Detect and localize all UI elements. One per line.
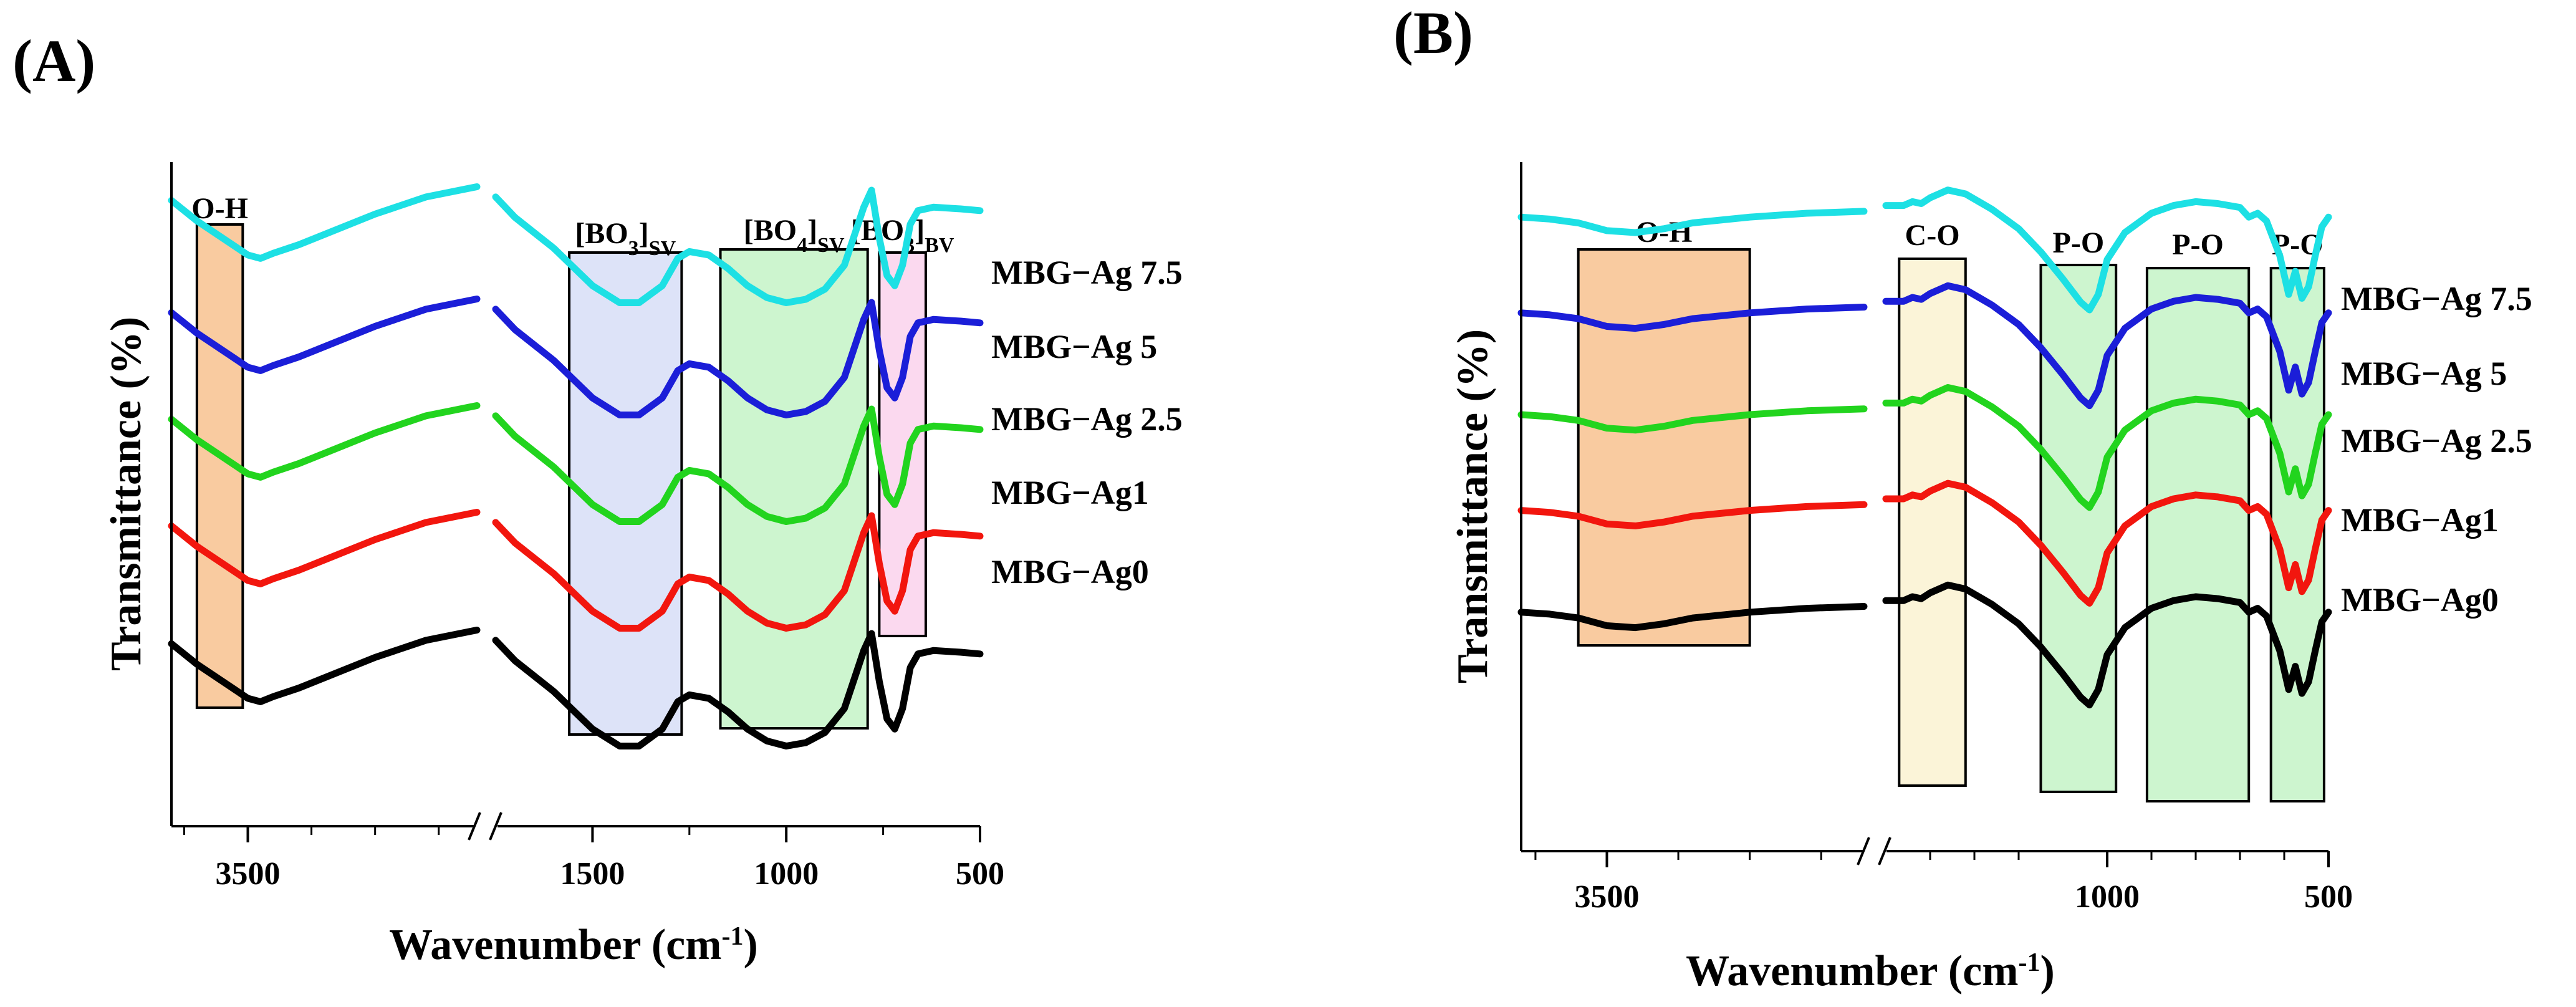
series-line-high [168, 509, 481, 587]
panel-label: (A) [12, 27, 95, 94]
series-label: MBG−Ag 5 [2341, 355, 2507, 392]
series-line-high [1517, 405, 1868, 434]
region-band [1898, 258, 1967, 787]
series-line-high [168, 296, 481, 374]
region-band [1577, 248, 1751, 647]
x-tick-label: 500 [2304, 879, 2353, 915]
region-label: C-O [1905, 219, 1960, 252]
series-line-low [492, 299, 984, 418]
series-line-low [492, 405, 984, 525]
series-line-high [168, 183, 481, 262]
x-axis-title: Wavenumber (cm-1) [1686, 947, 2055, 995]
series-line-high [168, 402, 481, 481]
panel-label: (B) [1393, 0, 1473, 66]
region-label: P-O [2172, 228, 2224, 261]
series-label: MBG−Ag 2.5 [991, 400, 1183, 438]
series-line-low [1882, 384, 2332, 511]
series-label: MBG−Ag0 [991, 553, 1149, 590]
region-band [2039, 264, 2118, 793]
series-line-high [1517, 304, 1868, 332]
series-line-low [492, 186, 984, 306]
series-line-low [1882, 186, 2332, 314]
series-line-high [1517, 501, 1868, 529]
x-axis-title: Wavenumber (cm-1) [389, 921, 758, 969]
axis-break-mark [1878, 837, 1891, 865]
x-tick-label: 1000 [2075, 879, 2140, 915]
series-line-low [492, 512, 984, 632]
x-tick-label: 3500 [1575, 879, 1640, 915]
series-label: MBG−Ag 5 [991, 328, 1157, 365]
series-line-low [492, 630, 984, 749]
series-label: MBG−Ag 2.5 [2341, 422, 2532, 460]
series-line-high [1517, 603, 1868, 632]
x-tick-label: 3500 [216, 856, 281, 892]
series-line-low [1882, 282, 2332, 410]
x-tick-label: 500 [956, 856, 1004, 892]
series-label: MBG−Ag 7.5 [2341, 280, 2532, 317]
series-label: MBG−Ag1 [2341, 501, 2499, 539]
series-line-high [1517, 208, 1868, 236]
series-label: MBG−Ag 7.5 [991, 254, 1183, 291]
series-line-low [1882, 581, 2332, 709]
series-line-low [1882, 479, 2332, 607]
axis-break-mark [489, 812, 502, 841]
x-tick-label: 1500 [560, 856, 625, 892]
series-line-high [168, 627, 481, 705]
region-label: P-O [2053, 226, 2105, 259]
x-tick-label: 1000 [754, 856, 819, 892]
region-band [568, 251, 683, 736]
region-band [2145, 267, 2251, 802]
y-axis-title: Transmittance (%) [102, 317, 150, 671]
series-label: MBG−Ag1 [991, 474, 1149, 511]
axis-break-mark [468, 812, 481, 841]
axis-break-mark [1857, 837, 1870, 865]
region-band [719, 248, 869, 730]
series-label: MBG−Ag0 [2341, 581, 2499, 619]
y-axis-title: Transmittance (%) [1449, 329, 1497, 683]
